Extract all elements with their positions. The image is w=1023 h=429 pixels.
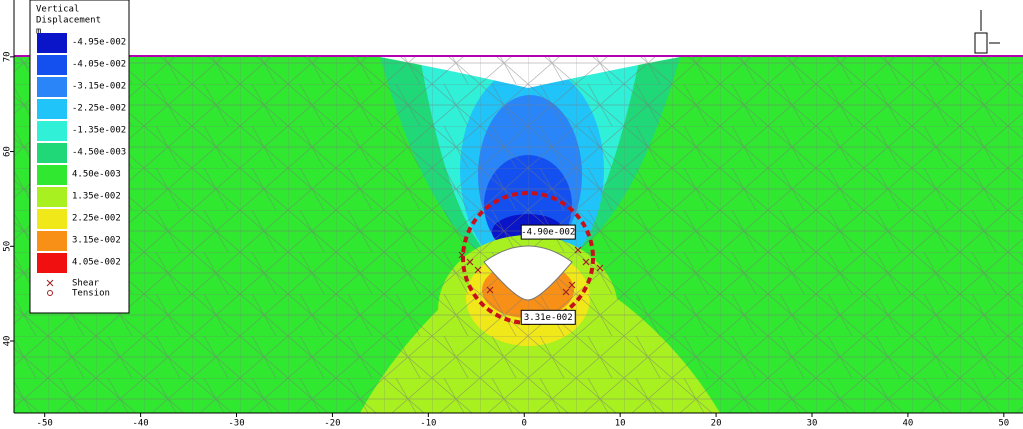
legend-label: 2.25e-002 [72, 214, 121, 224]
legend-label: 3.15e-002 [72, 236, 121, 246]
shear-marker [474, 266, 482, 274]
legend-swatch [37, 253, 67, 273]
excavation [483, 245, 573, 301]
y-tick-label: 70 [3, 51, 13, 62]
legend-swatch [37, 209, 67, 229]
shear-marker [574, 246, 582, 254]
x-axis-band [0, 413, 1023, 429]
y-tick-label: 60 [3, 146, 13, 157]
legend-swatch [37, 231, 67, 251]
shear-marker [582, 258, 590, 266]
legend-title: Displacement [36, 16, 101, 26]
shear-marker [466, 258, 474, 266]
x-tick-label: 50 [998, 419, 1009, 429]
legend-label: -4.95e-002 [72, 38, 126, 48]
annotation-label: 3.31e-002 [524, 313, 573, 323]
x-tick-label: -30 [228, 419, 244, 429]
y-axis-band [0, 0, 14, 413]
legend-swatch [37, 143, 67, 163]
shear-marker [562, 288, 570, 296]
x-tick-label: -40 [132, 419, 148, 429]
legend-unit: m [36, 27, 41, 37]
legend-swatch [37, 121, 67, 141]
legend-label: -4.05e-002 [72, 60, 126, 70]
legend-label: -3.15e-002 [72, 82, 126, 92]
legend-label: 4.50e-003 [72, 170, 121, 180]
annotation-label: -4.90e-002 [521, 228, 575, 238]
overlay: -4.90e-002 3.31e-002 [14, 0, 1023, 413]
legend-symbol [46, 279, 54, 287]
y-tick-label: 40 [3, 336, 13, 347]
x-tick-label: -20 [324, 419, 340, 429]
legend-swatch [37, 99, 67, 119]
annotation-box [520, 224, 576, 240]
x-tick-label: 40 [902, 419, 913, 429]
x-tick-label: 30 [807, 419, 818, 429]
legend: Vertical Displacement m -4.95e-002 -4.05e… [29, 0, 130, 314]
legend-swatch [37, 55, 67, 75]
legend-title: Vertical [36, 5, 79, 15]
x-tick-label: -50 [37, 419, 53, 429]
sky [14, 0, 1023, 55]
mesh [14, 0, 1023, 413]
legend-label: 1.35e-002 [72, 192, 121, 202]
y-tick-label: 50 [3, 241, 13, 252]
shear-marker [486, 286, 494, 294]
legend-label: -2.25e-002 [72, 104, 126, 114]
x-tick-label: 0 [522, 419, 527, 429]
shear-marker [596, 264, 604, 272]
legend-swatch [37, 187, 67, 207]
legend-swatch [37, 165, 67, 185]
shear-marker [568, 281, 576, 289]
legend-label: 4.05e-002 [72, 258, 121, 268]
legend-symbol [47, 290, 53, 296]
legend-swatch [37, 33, 67, 53]
shear-marker [458, 251, 466, 259]
legend-label: -4.50e-003 [72, 148, 126, 158]
legend-label: -1.35e-002 [72, 126, 126, 136]
load-icon [974, 32, 988, 54]
annotation-box [520, 309, 576, 325]
x-tick-label: 20 [711, 419, 722, 429]
legend-swatch [37, 77, 67, 97]
x-tick-label: 10 [615, 419, 626, 429]
x-tick-label: -10 [420, 419, 436, 429]
legend-label: Shear [72, 279, 100, 289]
legend-label: Tension [72, 289, 110, 299]
